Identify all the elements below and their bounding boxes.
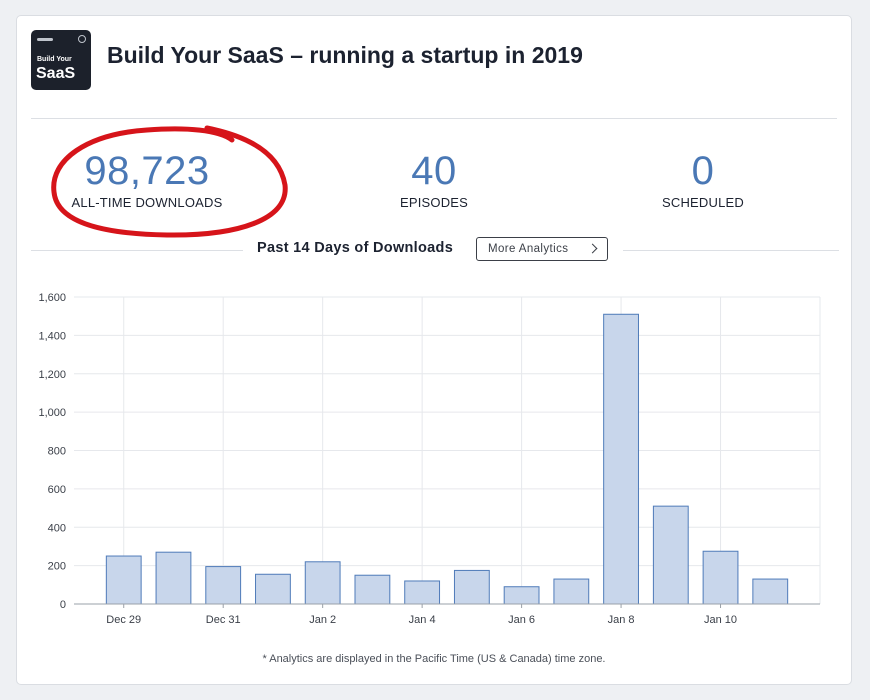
bar-jan-3 (354, 574, 391, 605)
bar-jan-7 (553, 578, 590, 605)
section-title: Past 14 Days of Downloads (257, 240, 454, 256)
logo-bar-decoration (37, 38, 53, 41)
stat-label: EPISODES (399, 195, 469, 210)
podcast-dashboard-card: Build Your SaaS Build Your SaaS – runnin… (16, 15, 852, 685)
x-tick-label: Jan 6 (508, 614, 535, 626)
stat-scheduled: 0 SCHEDULED (593, 149, 813, 210)
stat-label: ALL-TIME DOWNLOADS (71, 195, 223, 210)
section-divider-right (623, 250, 839, 251)
more-analytics-button[interactable]: More Analytics (476, 237, 608, 261)
y-tick-label: 0 (60, 599, 66, 611)
stat-value: 0 (691, 149, 715, 193)
bar-dec-31 (205, 566, 242, 605)
more-analytics-label: More Analytics (488, 243, 569, 255)
x-tick-label: Jan 2 (309, 614, 336, 626)
bar-jan-2 (304, 561, 341, 605)
x-tick-label: Dec 29 (106, 614, 141, 626)
logo-circle-icon (78, 35, 86, 43)
bar-jan-5 (453, 569, 490, 605)
bar-jan-4 (404, 580, 441, 605)
downloads-bar-chart: 0 200 400 600 800 1,000 1,200 1,400 1,600 Dec 29 D… (38, 292, 821, 626)
x-tick-label: Dec 31 (206, 614, 241, 626)
bar-jan-8 (603, 313, 639, 605)
y-tick-label: 1,200 (38, 369, 66, 381)
y-tick-label: 600 (48, 484, 66, 496)
stat-value: 98,723 (84, 149, 210, 193)
header-divider (31, 118, 837, 119)
x-tick-label: Jan 8 (608, 614, 635, 626)
y-tick-label: 800 (48, 446, 66, 458)
logo-text-line1: Build Your (37, 56, 72, 63)
stat-value: 40 (411, 149, 457, 193)
logo-text-line2: SaaS (36, 65, 76, 82)
bar-dec-30 (155, 551, 192, 605)
y-tick-label: 1,400 (38, 330, 66, 342)
stat-label: SCHEDULED (662, 195, 744, 210)
y-tick-label: 1,000 (38, 407, 66, 419)
y-tick-label: 400 (48, 522, 66, 534)
timezone-footnote: * Analytics are displayed in the Pacific… (262, 653, 606, 665)
red-annotation-circle (51, 125, 288, 238)
section-divider-left (31, 250, 243, 251)
podcast-logo[interactable]: Build Your SaaS (31, 30, 91, 90)
stat-all-time-downloads: 98,723 ALL-TIME DOWNLOADS (37, 149, 257, 210)
podcast-title[interactable]: Build Your SaaS – running a startup in 2… (107, 42, 583, 68)
bar-jan-9 (652, 505, 689, 605)
x-tick-label: Jan 10 (704, 614, 737, 626)
bar-jan-1 (255, 573, 291, 605)
stat-episodes: 40 EPISODES (324, 149, 544, 210)
bar-jan-11 (752, 578, 789, 605)
bar-jan-6 (503, 586, 540, 605)
bar-dec-29 (105, 555, 142, 605)
y-tick-label: 200 (48, 561, 66, 573)
bar-jan-10 (702, 550, 739, 605)
y-tick-label: 1,600 (38, 292, 66, 304)
x-tick-label: Jan 4 (409, 614, 436, 626)
